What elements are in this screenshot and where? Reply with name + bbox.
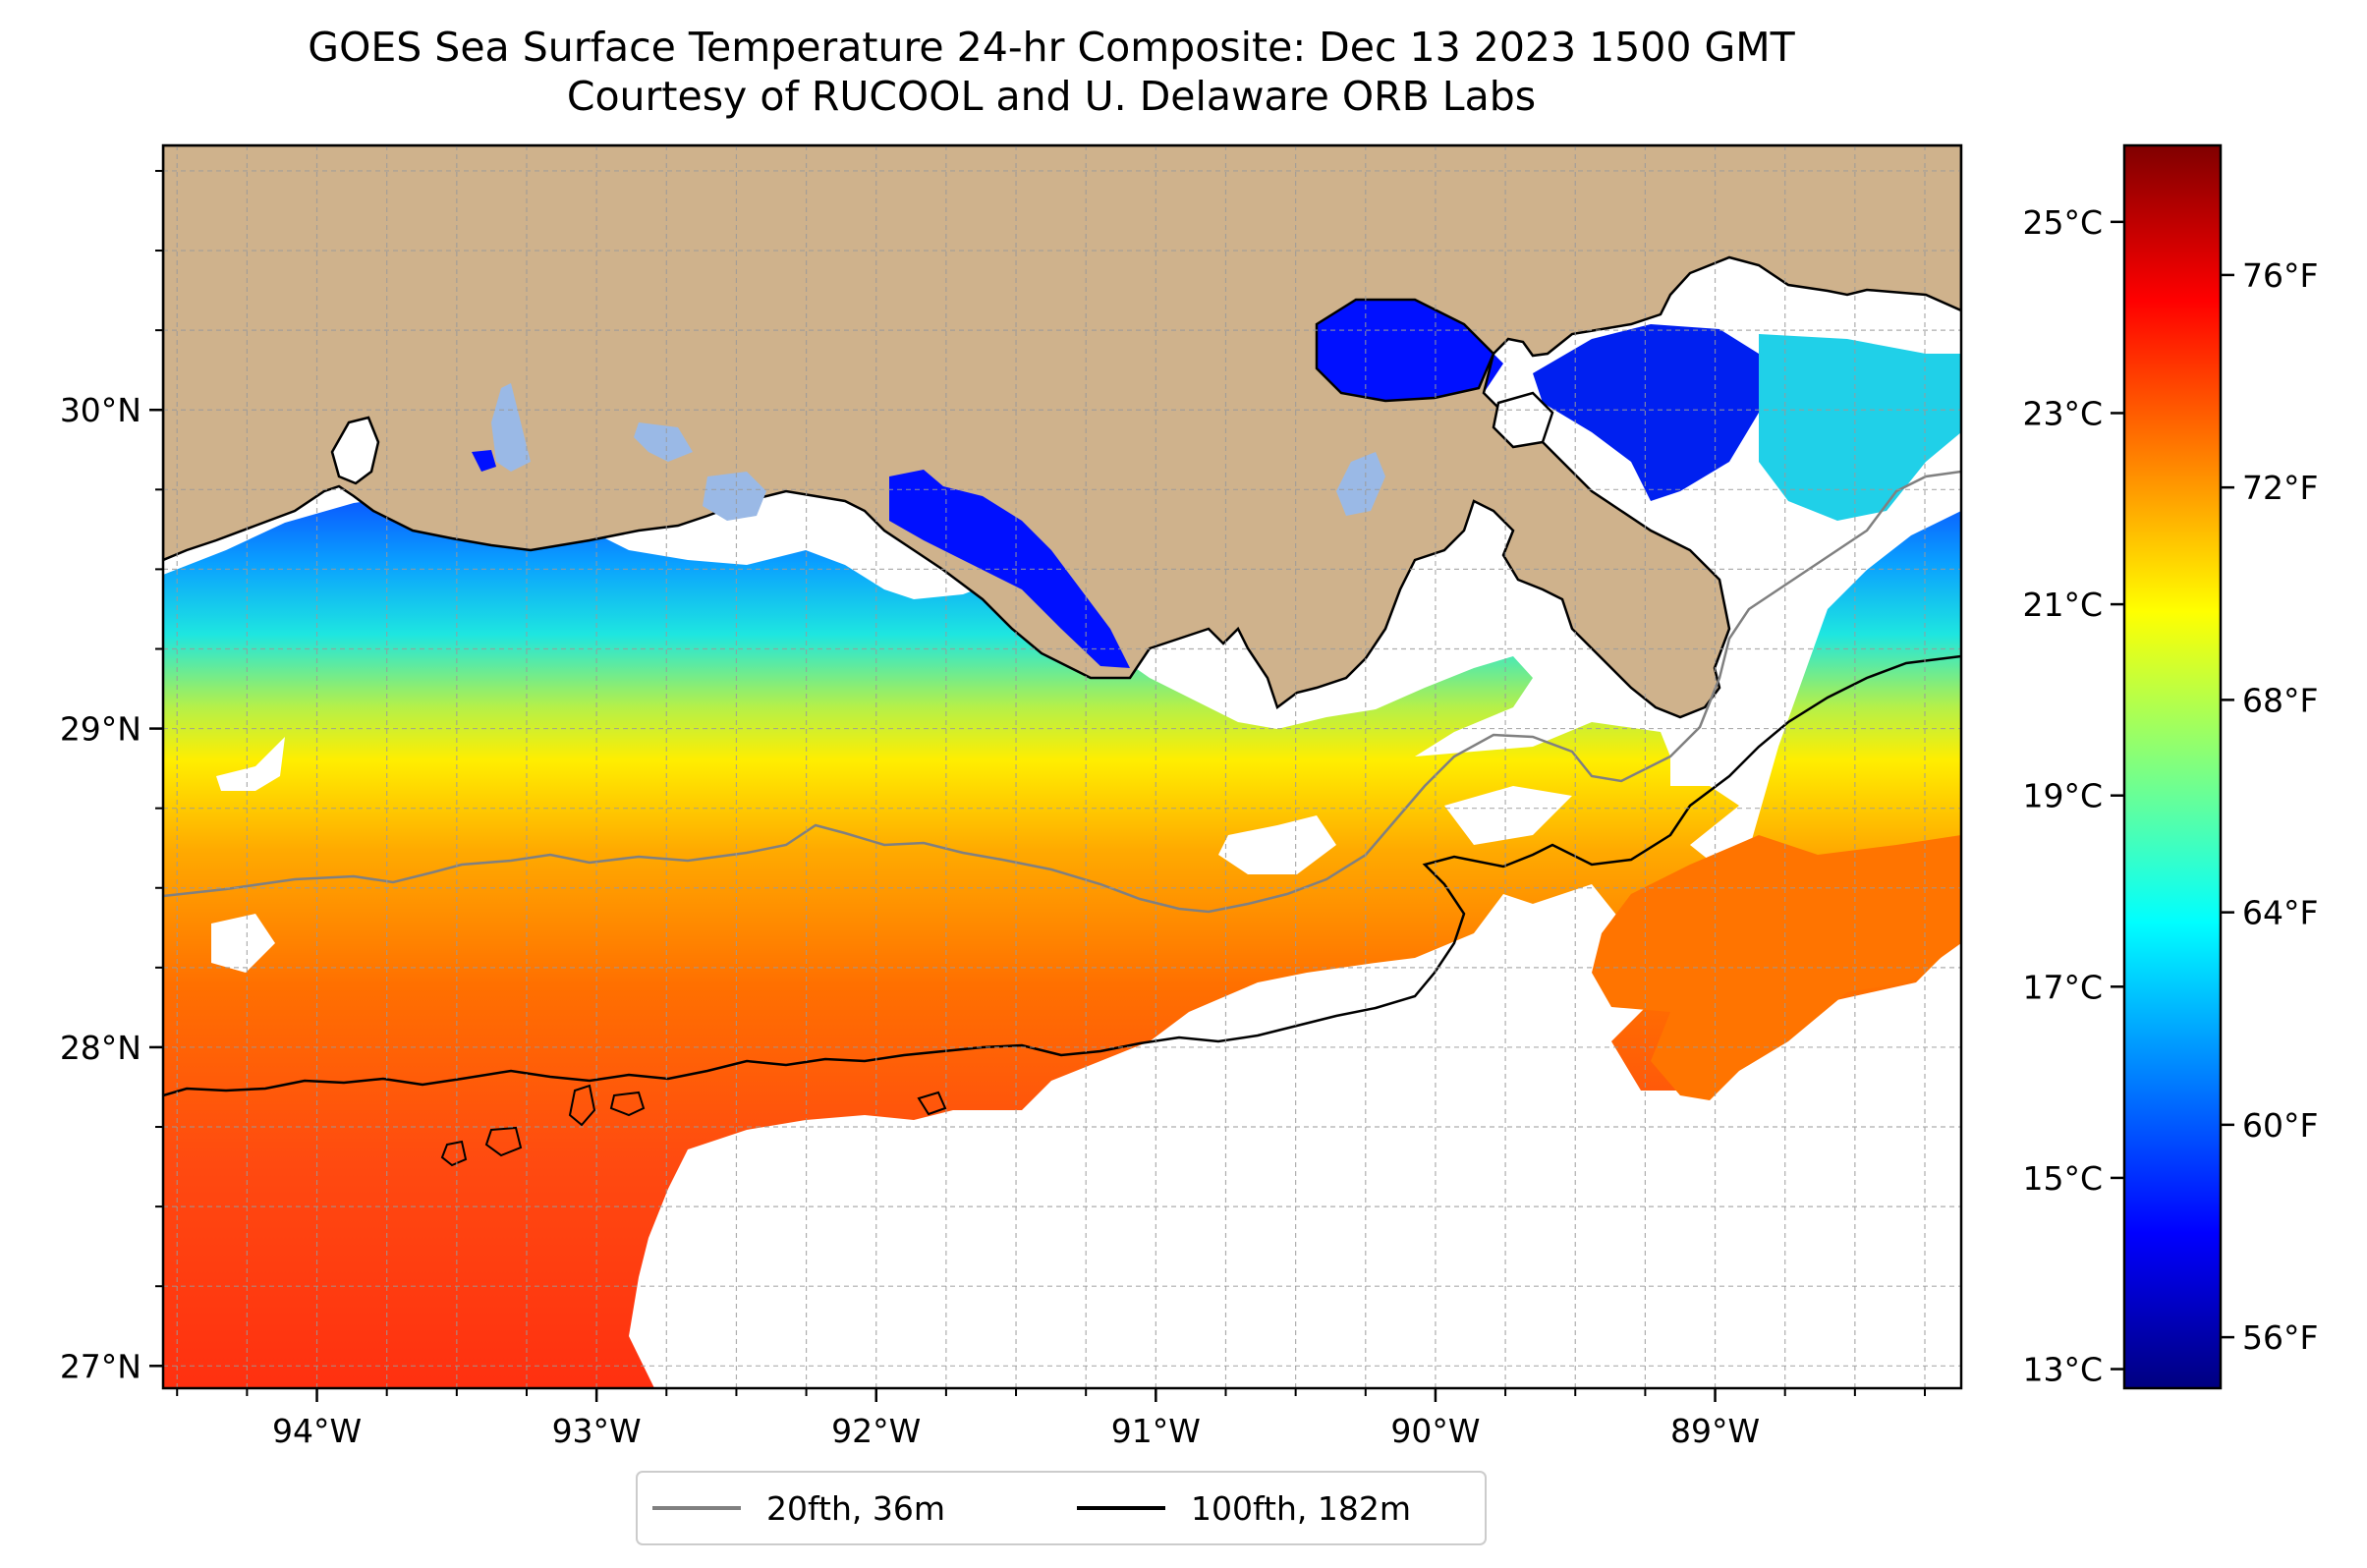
colorbar-fahrenheit-label: 68°F [2242, 681, 2318, 719]
colorbar-celsius-label: 15°C [2022, 1159, 2103, 1198]
colorbar: 25°C 23°C 21°C 19°C 17°C 15°C 13°C 76°F 72°F 68°F… [2022, 143, 2318, 1390]
map-frame [161, 143, 1963, 1390]
isobath-20fth [163, 470, 1961, 914]
lat-tick-label: 29°N [60, 710, 141, 749]
lat-tick-label: 30°N [60, 391, 141, 429]
colorbar-gradient [2122, 143, 2223, 1390]
colorbar-ticks: 25°C 23°C 21°C 19°C 17°C 15°C 13°C 76°F 72°F 68°F… [2022, 203, 2318, 1389]
colorbar-fahrenheit-label: 72°F [2242, 469, 2318, 507]
colorbar-fahrenheit-label: 76°F [2242, 256, 2318, 295]
colorbar-fahrenheit-label: 56°F [2242, 1318, 2318, 1357]
shelf-mound-contour-3 [484, 1126, 523, 1157]
colorbar-fahrenheit-label: 64°F [2242, 894, 2318, 932]
map-panel [163, 145, 1961, 1388]
gridlines [163, 145, 1961, 1388]
lat-tick-label: 28°N [60, 1029, 141, 1067]
isobath-100fth [163, 654, 1961, 1097]
lon-tick-label: 90°W [1390, 1412, 1480, 1450]
lake-grand-lake [634, 422, 693, 462]
colorbar-celsius-label: 21°C [2022, 586, 2103, 624]
no-data-patch-west [216, 737, 285, 791]
lon-tick-label: 92°W [831, 1412, 921, 1450]
shelf-mound-contour-2 [609, 1091, 646, 1117]
lon-tick-label: 94°W [272, 1412, 362, 1450]
colorbar-celsius-label: 23°C [2022, 394, 2103, 432]
map-title: GOES Sea Surface Temperature 24-hr Compo… [308, 24, 1795, 71]
land-louisiana [163, 145, 1961, 719]
colorbar-fahrenheit-label: 60°F [2242, 1106, 2318, 1145]
axis-ticks: 94°W 93°W 92°W 91°W 90°W 89°W 27°N 28°N 29°N 30°N [60, 169, 1927, 1450]
colorbar-celsius-label: 25°C [2022, 203, 2103, 242]
legend-box [636, 1471, 1487, 1545]
lake-white-lake [491, 383, 531, 472]
no-data-patch-central [1218, 815, 1336, 874]
legend-label-100fth: 100fth, 182m [1191, 1489, 1411, 1528]
vermilion-bay-cold [889, 470, 1130, 668]
lake-borgne [1492, 391, 1554, 449]
lon-tick-label: 89°W [1670, 1412, 1760, 1450]
sst-field [163, 491, 1961, 1388]
shelf-mound-contour-4 [440, 1140, 468, 1167]
lake-calcasieu [330, 416, 380, 485]
lake-cataouatche [1336, 452, 1385, 516]
lat-tick-label: 27°N [60, 1347, 141, 1385]
lake-salvador [703, 472, 766, 521]
colorbar-celsius-label: 19°C [2022, 777, 2103, 815]
shelf-mound-contour-1 [568, 1084, 596, 1127]
no-data-patch-west-2 [211, 914, 275, 973]
no-data-patch-south-shelf [1474, 914, 1592, 992]
sst-mississippi-sound [1759, 334, 1961, 521]
lon-tick-label: 91°W [1111, 1412, 1201, 1450]
lake-pontchartrain [1315, 298, 1495, 403]
lon-tick-label: 93°W [552, 1412, 642, 1450]
colorbar-celsius-label: 13°C [2022, 1351, 2103, 1389]
contour-legend: 20fth, 36m 100fth, 182m [636, 1471, 1487, 1545]
shelf-mound-contour-5 [917, 1091, 947, 1116]
map-subtitle: Courtesy of RUCOOL and U. Delaware ORB L… [567, 73, 1536, 120]
legend-label-20fth: 20fth, 36m [766, 1489, 945, 1528]
sabine-lake-cold [472, 450, 496, 472]
colorbar-celsius-label: 17°C [2022, 968, 2103, 1006]
sst-chandeleur-sound-cold [1533, 324, 1759, 501]
no-data-patch-east-1 [1444, 786, 1572, 845]
